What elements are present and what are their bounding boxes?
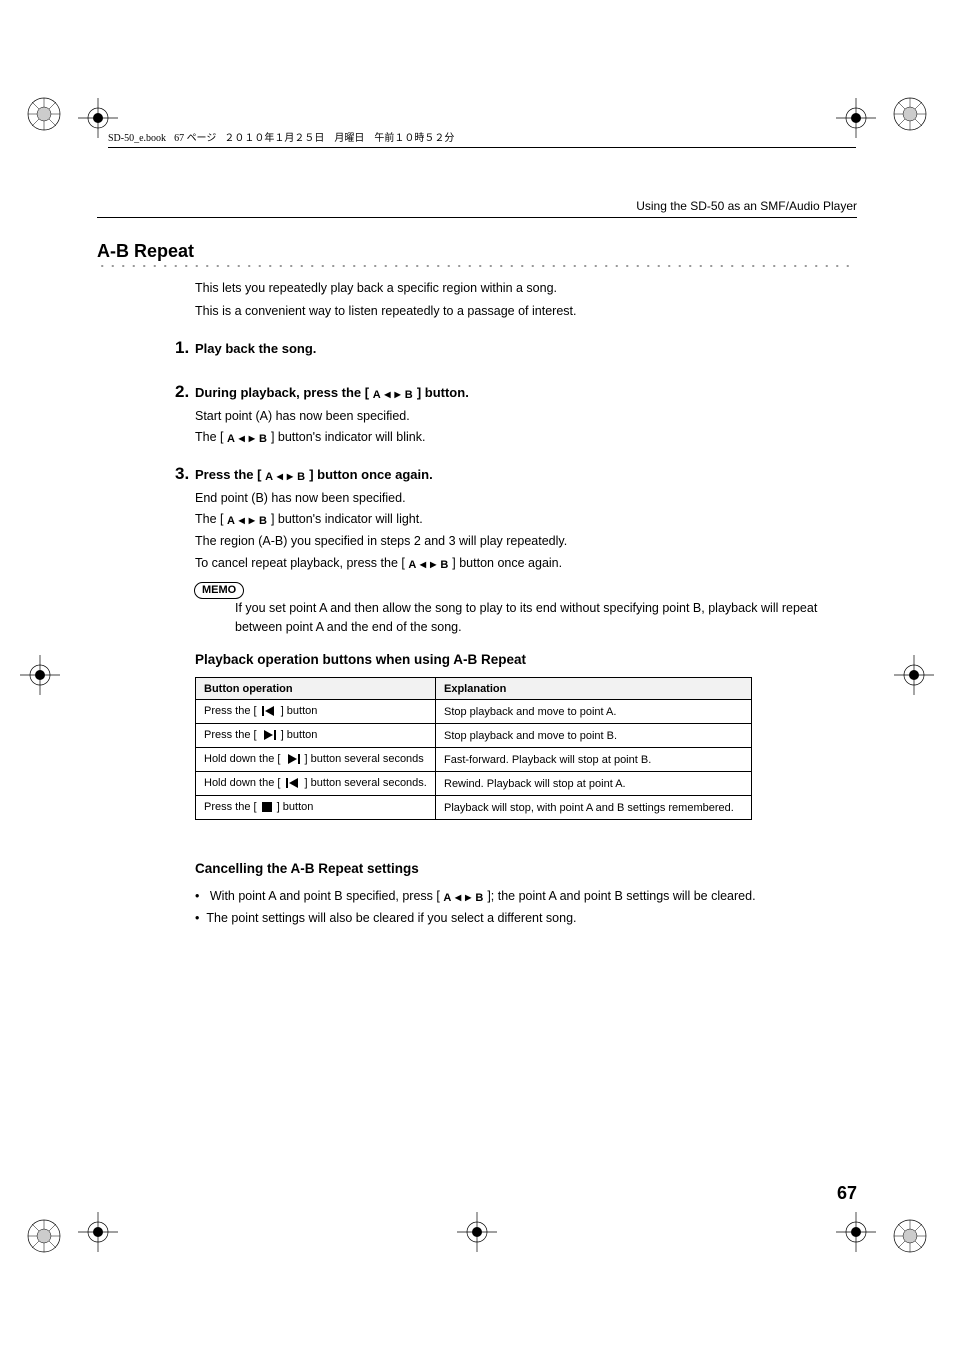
prev-icon xyxy=(286,778,300,791)
ab-icon: A ◀ ▶ B xyxy=(443,889,484,908)
intro-line-1: This lets you repeatedly play back a spe… xyxy=(195,278,857,299)
ab-icon: A ◀ ▶ B xyxy=(265,471,306,483)
ab-icon: A ◀ ▶ B xyxy=(373,389,414,401)
crop-mark-bottom-left xyxy=(78,1212,118,1252)
table-heading: Playback operation buttons when using A-… xyxy=(195,652,857,667)
memo-badge: MEMO xyxy=(194,582,244,599)
next-icon xyxy=(286,754,300,767)
crop-mark-mid-left xyxy=(20,655,60,695)
crop-mark-bottom-right xyxy=(836,1212,876,1252)
corner-rosette-bottom-left xyxy=(26,1218,62,1254)
ab-icon: A ◀ ▶ B xyxy=(227,513,268,530)
step-3-line-2: The [ A ◀ ▶ B ] button's indicator will … xyxy=(195,510,857,530)
cell-operation: Press the [ ] button xyxy=(196,796,436,820)
cell-explanation: Stop playback and move to point B. xyxy=(436,724,752,748)
prev-icon xyxy=(262,706,276,719)
dotted-rule xyxy=(97,264,857,268)
cell-explanation: Playback will stop, with point A and B s… xyxy=(436,796,752,820)
step-2-head: During playback, press the [ A ◀ ▶ B ] b… xyxy=(195,385,857,401)
table-row: Press the [ ] buttonPlayback will stop, … xyxy=(196,796,752,820)
operations-table: Button operation Explanation Press the [… xyxy=(195,677,752,820)
step-3-line-3: The region (A-B) you specified in steps … xyxy=(195,532,857,551)
table-row: Hold down the [ ] button several seconds… xyxy=(196,748,752,772)
cell-operation: Press the [ ] button xyxy=(196,724,436,748)
step-3-line-4: To cancel repeat playback, press the [ A… xyxy=(195,554,857,574)
crop-mark-bottom-center xyxy=(457,1212,497,1252)
cancel-section: Cancelling the A-B Repeat settings With … xyxy=(195,861,857,929)
cell-operation: Hold down the [ ] button several seconds xyxy=(196,748,436,772)
step-3-head: Press the [ A ◀ ▶ B ] button once again. xyxy=(195,467,857,483)
memo-block: MEMO If you set point A and then allow t… xyxy=(195,580,857,638)
step-2: 2. During playback, press the [ A ◀ ▶ B … xyxy=(195,385,857,450)
stop-icon xyxy=(262,802,272,815)
crop-mark-mid-right xyxy=(894,655,934,695)
step-2-num: 2. xyxy=(175,382,189,402)
step-2-line-1: Start point (A) has now been specified. xyxy=(195,407,857,426)
cell-operation: Hold down the [ ] button several seconds… xyxy=(196,772,436,796)
intro-line-2: This is a convenient way to listen repea… xyxy=(195,301,857,322)
step-2-line-2: The [ A ◀ ▶ B ] button's indicator will … xyxy=(195,428,857,448)
cancel-item-1: With point A and point B specified, pres… xyxy=(195,886,857,908)
cancel-item-2: The point settings will also be cleared … xyxy=(195,908,857,929)
corner-rosette-bottom-right xyxy=(892,1218,928,1254)
col-button-operation: Button operation xyxy=(196,678,436,700)
cell-explanation: Stop playback and move to point A. xyxy=(436,700,752,724)
table-header-row: Button operation Explanation xyxy=(196,678,752,700)
corner-rosette-top-right xyxy=(892,96,928,132)
memo-text: If you set point A and then allow the so… xyxy=(235,599,857,638)
header-filename: SD-50_e.book xyxy=(108,133,166,144)
step-1-head: Play back the song. xyxy=(195,341,857,356)
step-1-num: 1. xyxy=(175,338,189,358)
ab-icon: A ◀ ▶ B xyxy=(227,431,268,448)
framemaker-header: SD-50_e.book 67 ページ ２０１０年１月２５日 月曜日 午前１０時… xyxy=(108,126,856,148)
page-number: 67 xyxy=(837,1183,857,1204)
cancel-heading: Cancelling the A-B Repeat settings xyxy=(195,861,857,876)
cell-operation: Press the [ ] button xyxy=(196,700,436,724)
table-row: Press the [ ] buttonStop playback and mo… xyxy=(196,700,752,724)
ab-icon: A ◀ ▶ B xyxy=(408,557,449,574)
step-1: 1. Play back the song. xyxy=(195,341,857,362)
table-section: Playback operation buttons when using A-… xyxy=(195,652,857,820)
cell-explanation: Rewind. Playback will stop at point A. xyxy=(436,772,752,796)
col-explanation: Explanation xyxy=(436,678,752,700)
running-head: Using the SD-50 as an SMF/Audio Player xyxy=(97,199,857,218)
header-date: ２０１０年１月２５日 月曜日 午前１０時５２分 xyxy=(224,129,454,144)
step-3: 3. Press the [ A ◀ ▶ B ] button once aga… xyxy=(195,467,857,640)
section-title: A-B Repeat xyxy=(97,241,194,262)
table-row: Press the [ ] buttonStop playback and mo… xyxy=(196,724,752,748)
step-3-num: 3. xyxy=(175,464,189,484)
step-3-line-1: End point (B) has now been specified. xyxy=(195,489,857,508)
corner-rosette-top-left xyxy=(26,96,62,132)
cell-explanation: Fast-forward. Playback will stop at poin… xyxy=(436,748,752,772)
table-row: Hold down the [ ] button several seconds… xyxy=(196,772,752,796)
header-page: 67 ページ xyxy=(174,129,216,144)
intro-block: This lets you repeatedly play back a spe… xyxy=(195,278,857,323)
next-icon xyxy=(262,730,276,743)
